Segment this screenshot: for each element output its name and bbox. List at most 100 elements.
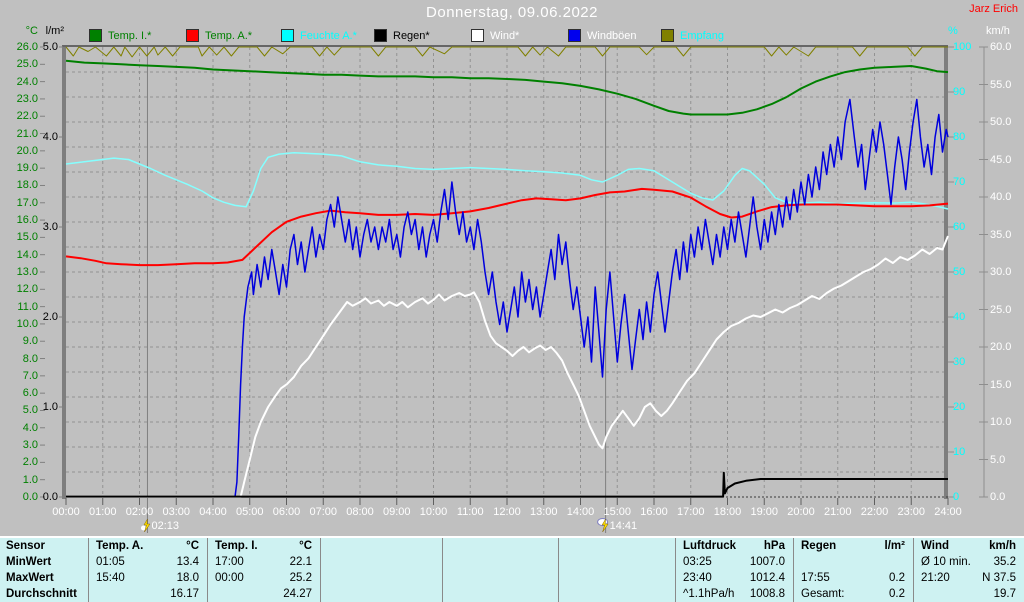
- table-column-divider: [207, 538, 208, 602]
- wind-axis-tick-label: 40.0: [990, 191, 1012, 203]
- table-value-cell: 17:00: [215, 556, 244, 568]
- time-axis-tick-label: 11:00: [456, 506, 484, 518]
- wind-axis-tick-label: 35.0: [990, 228, 1012, 241]
- time-axis-tick-label: 12:00: [493, 506, 521, 518]
- wind-axis-tick-label: 50.0: [990, 116, 1012, 128]
- temp-axis-tick-label: 5.0: [22, 404, 38, 417]
- temp-axis-tick-label: 23.0: [16, 92, 38, 105]
- humidity-axis-tick-label: 80: [953, 131, 966, 143]
- time-axis-tick-label: 06:00: [272, 506, 301, 518]
- table-column-divider: [793, 538, 794, 602]
- time-axis-tick-label: 22:00: [860, 506, 889, 518]
- table-header-cell: Wind: [921, 540, 949, 552]
- table-value-cell: 15:40: [96, 572, 125, 584]
- temp-axis-tick-label: 4.0: [22, 421, 38, 434]
- legend-swatch-icon: [89, 29, 102, 42]
- table-value-cell: 25.2: [289, 572, 312, 584]
- legend-swatch-icon: [471, 29, 484, 42]
- page-title: Donnerstag, 09.06.2022: [426, 4, 598, 21]
- humidity-axis-tick-label: 40: [953, 311, 966, 323]
- table-value-cell: 17:55: [801, 572, 830, 584]
- rain-axis-tick-label: 4.0: [42, 131, 58, 143]
- series-regen: [66, 471, 948, 498]
- series-empfang: [65, 46, 948, 58]
- axis-name-humidity: %: [948, 25, 958, 37]
- time-axis-tick-label: 19:00: [750, 506, 779, 518]
- legend-item-temp-i-: Temp. I.*: [89, 29, 151, 42]
- chart-legend: Temp. I.* Temp. A.* Feuchte A.* Regen* Wind*…: [0, 29, 948, 43]
- temp-axis-tick-label: 1.0: [22, 473, 38, 486]
- axis-name-wind: km/h: [986, 25, 1010, 37]
- temp-axis-tick-label: 21.0: [16, 127, 38, 140]
- time-axis-tick-label: 13:00: [529, 506, 558, 518]
- time-axis-tick-label: 09:00: [382, 506, 411, 518]
- table-value-cell: ^1.1hPa/h: [683, 588, 735, 600]
- time-axis-tick-label: 08:00: [346, 506, 374, 518]
- table-value-cell: 19.7: [993, 588, 1016, 600]
- temp-axis-tick-label: 10.0: [16, 317, 38, 330]
- table-header-cell: Temp. A.: [96, 540, 144, 552]
- temp-axis-tick-label: 19.0: [16, 162, 38, 175]
- table-header-cell: °C: [299, 540, 312, 552]
- legend-label: Temp. A.*: [205, 29, 253, 42]
- table-value-cell: 22.1: [289, 556, 312, 568]
- axis-name-temp-c: °C: [25, 25, 38, 37]
- table-value-cell: 16.17: [170, 588, 199, 600]
- time-axis-tick-label: 00:00: [52, 506, 80, 518]
- temp-axis-tick-label: 6.0: [22, 387, 38, 400]
- chart-canvas: [40, 45, 988, 533]
- table-value-cell: 03:25: [683, 556, 712, 568]
- table-value-cell: 18.0: [176, 572, 199, 584]
- legend-swatch-icon: [568, 29, 581, 42]
- table-header-cell: °C: [186, 540, 199, 552]
- table-row-header: MaxWert: [6, 572, 54, 584]
- watermark-author: Jarz Erich: [969, 3, 1018, 15]
- temp-axis-tick-label: 22.0: [16, 110, 38, 123]
- rain-axis-tick-label: 3.0: [42, 221, 58, 233]
- legend-item-regen-: Regen*: [374, 29, 430, 42]
- time-axis-tick-label: 23:00: [897, 506, 926, 518]
- temp-axis-tick-label: 16.0: [16, 214, 38, 227]
- temp-axis-tick-label: 11.0: [17, 300, 38, 313]
- table-column-divider: [442, 538, 443, 602]
- time-axis-tick-label: 05:00: [235, 506, 264, 518]
- table-value-cell: 01:05: [96, 556, 125, 568]
- humidity-axis-tick-label: 50: [953, 266, 966, 278]
- time-axis-tick-label: 07:00: [309, 506, 338, 518]
- rain-axis-tick-label: 5.0: [42, 41, 58, 53]
- table-value-cell: Ø 10 min.: [921, 556, 971, 568]
- humidity-axis-tick-label: 30: [953, 356, 966, 368]
- legend-swatch-icon: [281, 29, 294, 42]
- humidity-axis-tick-label: 10: [953, 446, 966, 458]
- legend-item-windb-en: Windböen: [568, 29, 637, 42]
- table-column-divider: [913, 538, 914, 602]
- humidity-axis-tick-label: 90: [953, 86, 966, 98]
- temp-axis-tick-label: 3.0: [22, 439, 38, 452]
- table-value-cell: 1008.8: [749, 588, 785, 600]
- humidity-axis-tick-label: 20: [953, 401, 966, 413]
- axis-name-rain: l/m²: [45, 25, 64, 37]
- temp-axis-tick-label: 9.0: [22, 335, 38, 348]
- temp-axis-tick-label: 20.0: [16, 144, 38, 157]
- wind-axis-tick-label: 5.0: [990, 453, 1006, 466]
- table-value-cell: 0.2: [889, 588, 905, 600]
- plot-border-right: [944, 45, 948, 499]
- table-value-cell: Gesamt:: [801, 588, 845, 600]
- time-axis-tick-label: 18:00: [713, 506, 742, 518]
- temp-axis-tick-label: 18.0: [16, 179, 38, 192]
- event-marker-time: 02:13: [151, 520, 179, 532]
- table-column-divider: [88, 538, 89, 602]
- humidity-axis-tick-label: 0: [953, 491, 960, 503]
- legend-item-empfang: Empfang: [661, 29, 724, 42]
- time-axis-tick-label: 01:00: [88, 506, 117, 518]
- temp-axis-tick-label: 12.0: [16, 283, 38, 296]
- wind-axis-tick-label: 0.0: [990, 491, 1006, 503]
- legend-item-temp-a-: Temp. A.*: [186, 29, 252, 42]
- table-row-header: Sensor: [6, 540, 45, 552]
- event-marker-icon-cloud-lightning: [597, 518, 609, 533]
- legend-item-wind-: Wind*: [471, 29, 519, 42]
- table-column-divider: [558, 538, 559, 602]
- temp-axis-tick-label: 26.0: [16, 41, 38, 53]
- temp-axis-tick-label: 25.0: [16, 58, 38, 71]
- time-axis-tick-label: 14:00: [566, 506, 595, 518]
